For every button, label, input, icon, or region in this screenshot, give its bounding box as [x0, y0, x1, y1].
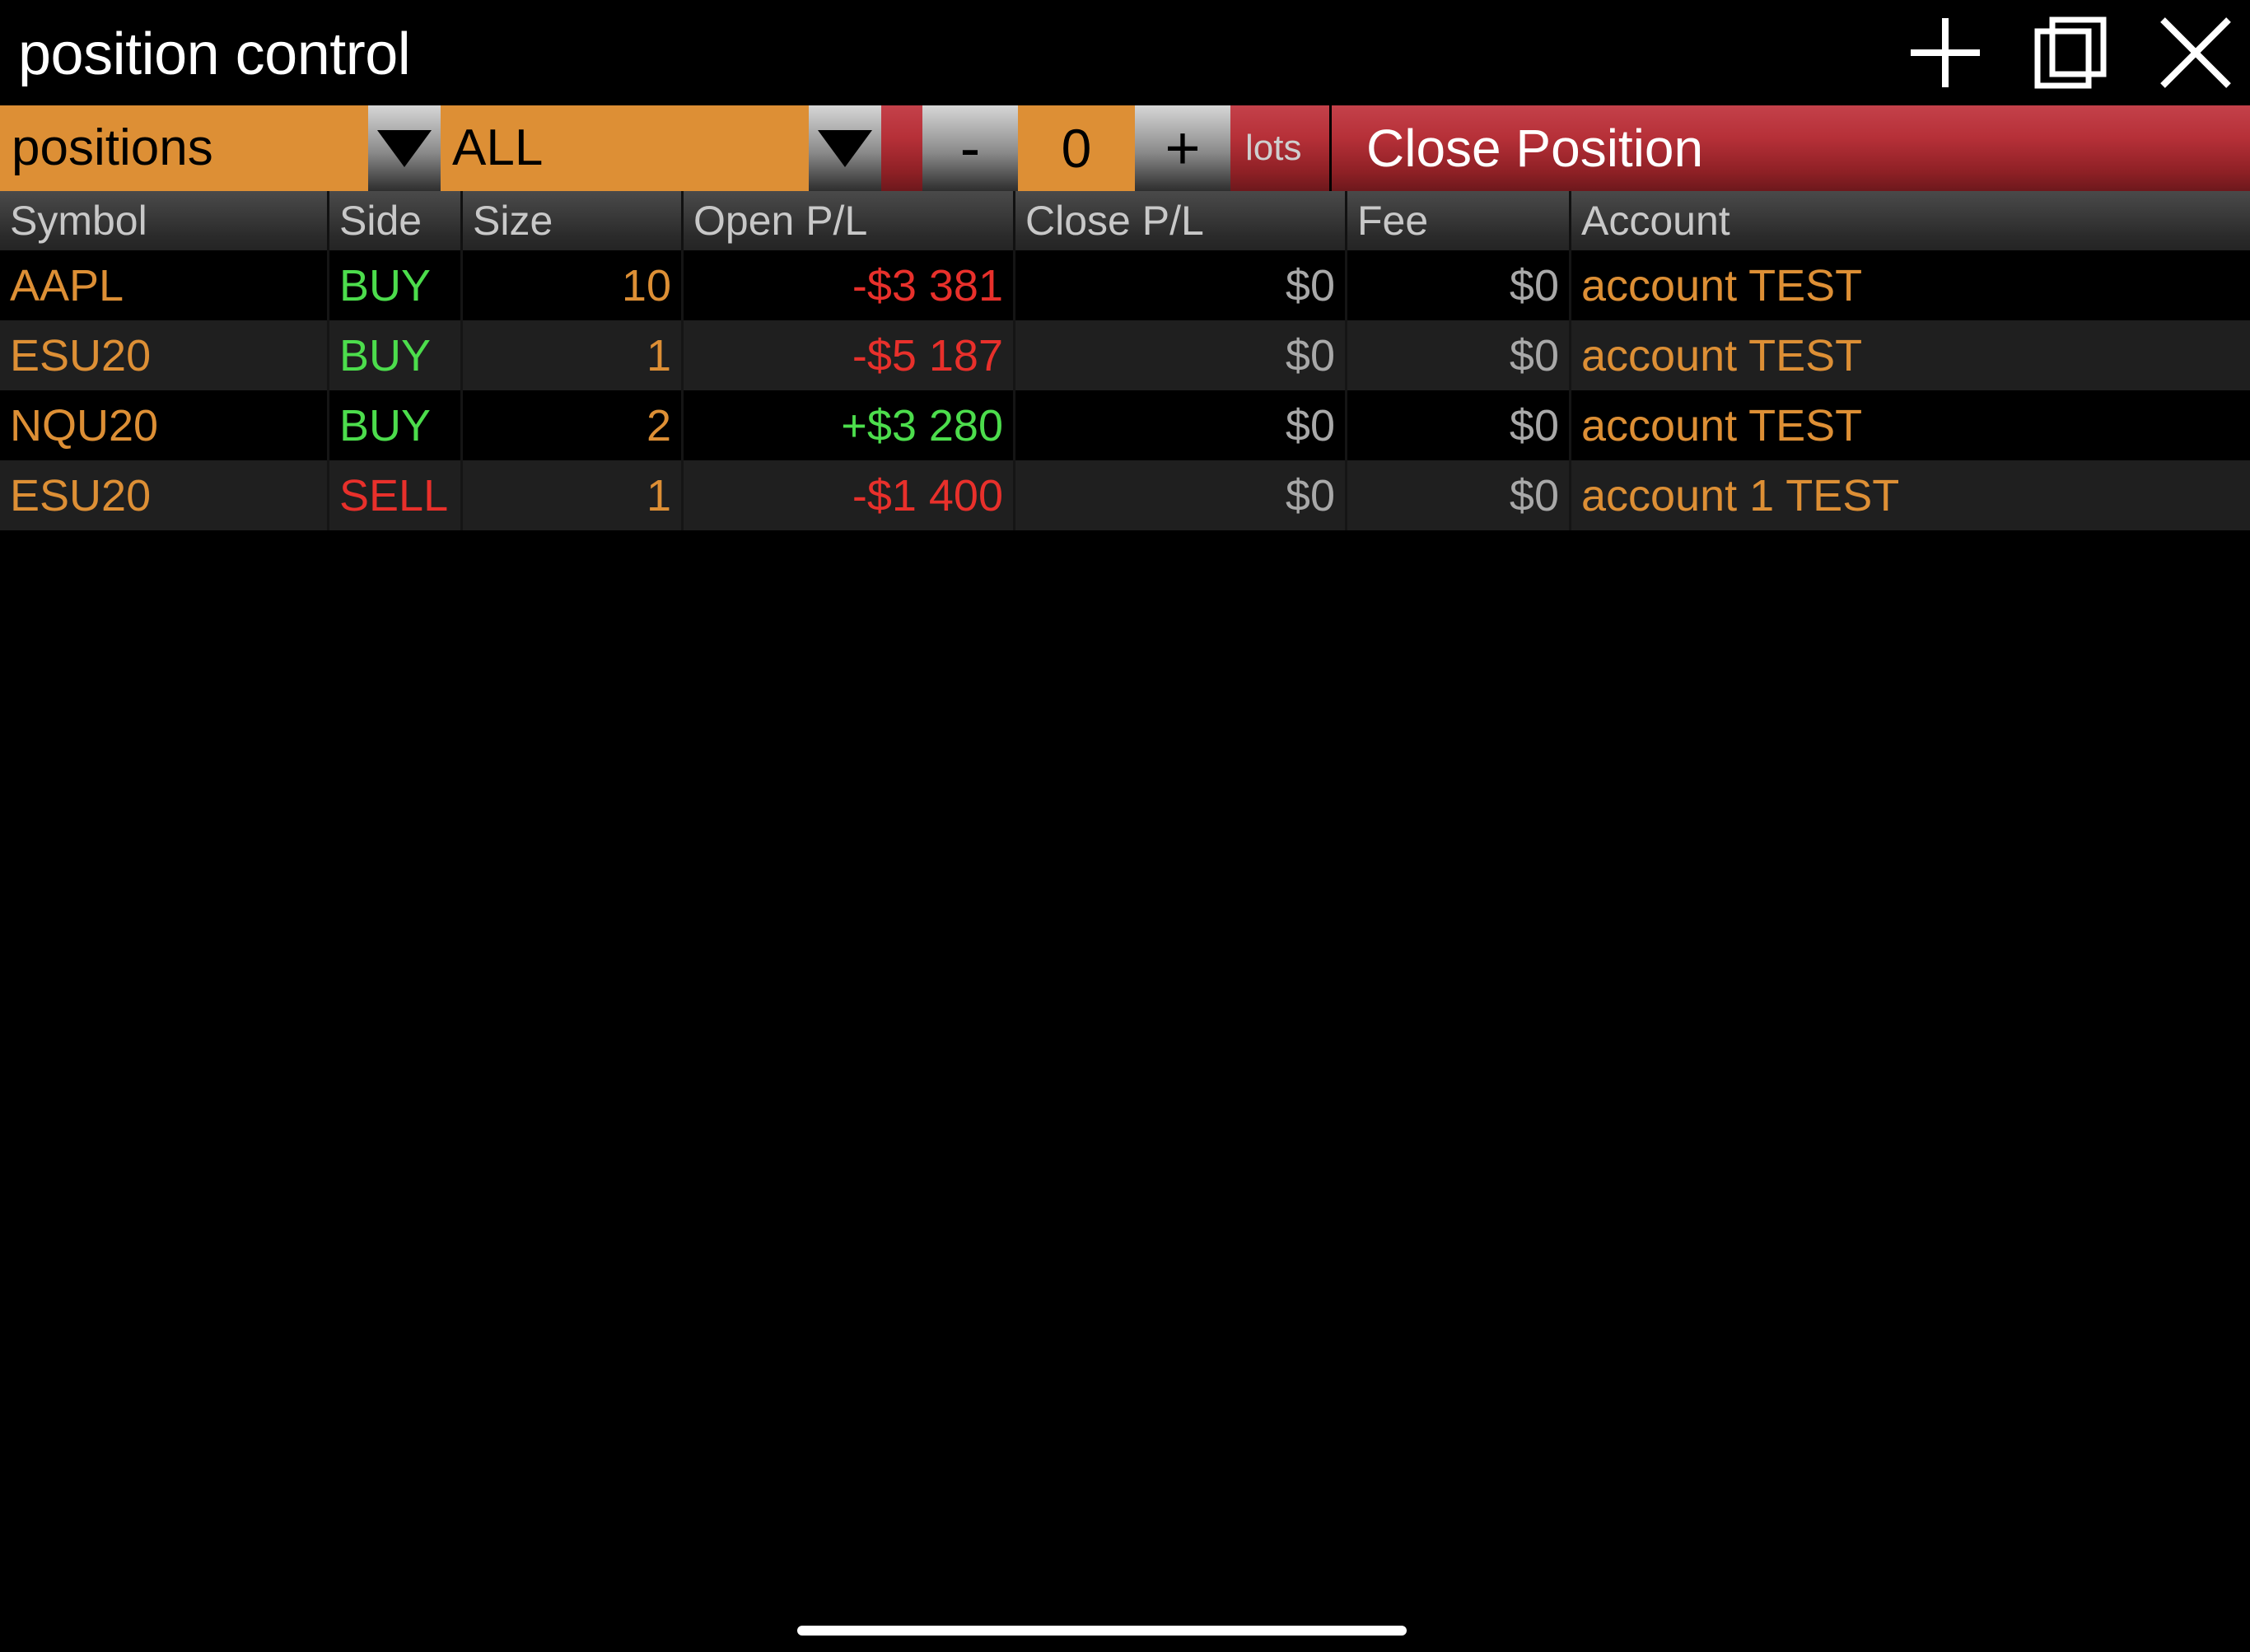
column-header-account[interactable]: Account — [1581, 198, 1730, 244]
cell-size: 1 — [463, 460, 684, 530]
quantity-value: 0 — [1061, 118, 1092, 179]
cell-fee: $0 — [1347, 390, 1571, 460]
cell-fee: $0 — [1347, 460, 1571, 530]
view-select[interactable]: positions — [0, 105, 368, 191]
filter-select[interactable]: ALL — [441, 105, 809, 191]
close-position-button[interactable]: Close Position — [1329, 105, 2000, 191]
quantity-input[interactable]: 0 — [1018, 105, 1135, 191]
toolbar-divider — [881, 105, 922, 191]
cell-fee: $0 — [1347, 320, 1571, 390]
close-icon[interactable] — [2156, 13, 2235, 92]
home-indicator[interactable] — [797, 1626, 1407, 1636]
toolbar-filler — [2000, 105, 2250, 191]
filter-select-value: ALL — [452, 119, 544, 176]
close-position-label: Close Position — [1366, 119, 1704, 178]
cell-size: 2 — [463, 390, 684, 460]
page-title: position control — [18, 21, 411, 87]
cell-size: 1 — [463, 320, 684, 390]
cell-account: account 1 TEST — [1581, 470, 1900, 520]
quantity-units-label: lots — [1230, 105, 1329, 191]
cell-size: 10 — [463, 250, 684, 320]
cell-account: account TEST — [1581, 330, 1863, 380]
cell-account: account TEST — [1581, 260, 1863, 310]
chevron-down-icon — [818, 129, 872, 167]
add-icon[interactable] — [1906, 13, 1985, 92]
cell-symbol: NQU20 — [0, 390, 329, 460]
cell-fee: $0 — [1347, 250, 1571, 320]
cell-open-pl: -$5 187 — [684, 320, 1015, 390]
cell-symbol: ESU20 — [0, 320, 329, 390]
plus-icon: + — [1165, 114, 1201, 182]
column-header-open-pl[interactable]: Open P/L — [684, 191, 1015, 250]
table-row[interactable]: NQU20 BUY 2 +$3 280 $0 $0 account TEST — [0, 390, 2250, 460]
filter-select-dropdown-button[interactable] — [809, 105, 881, 191]
column-header-symbol[interactable]: Symbol — [0, 191, 329, 250]
cell-open-pl: -$1 400 — [684, 460, 1015, 530]
quantity-increment-button[interactable]: + — [1135, 105, 1230, 191]
chevron-down-icon — [377, 129, 432, 167]
cell-account: account TEST — [1581, 400, 1863, 450]
column-header-side[interactable]: Side — [329, 191, 463, 250]
cell-side: BUY — [329, 250, 463, 320]
cell-symbol: ESU20 — [0, 460, 329, 530]
cell-symbol: AAPL — [0, 250, 329, 320]
table-row[interactable]: ESU20 SELL 1 -$1 400 $0 $0 account 1 TES… — [0, 460, 2250, 530]
cell-side: BUY — [329, 390, 463, 460]
cell-open-pl: -$3 381 — [684, 250, 1015, 320]
cell-side: SELL — [329, 460, 463, 530]
table-row[interactable]: AAPL BUY 10 -$3 381 $0 $0 account TEST — [0, 250, 2250, 320]
view-select-dropdown-button[interactable] — [368, 105, 441, 191]
window-controls — [1906, 0, 2235, 105]
title-bar: position control — [0, 0, 2250, 105]
view-select-value: positions — [12, 119, 213, 176]
cell-close-pl: $0 — [1015, 320, 1347, 390]
toolbar: positions ALL - 0 + lots Close Position — [0, 105, 2250, 191]
cell-close-pl: $0 — [1015, 250, 1347, 320]
cell-close-pl: $0 — [1015, 460, 1347, 530]
quantity-decrement-button[interactable]: - — [922, 105, 1018, 191]
cell-open-pl: +$3 280 — [684, 390, 1015, 460]
column-header-size[interactable]: Size — [463, 191, 684, 250]
table-header-row: Symbol Side Size Open P/L Close P/L Fee … — [0, 191, 2250, 250]
units-text: lots — [1245, 128, 1302, 168]
positions-table: Symbol Side Size Open P/L Close P/L Fee … — [0, 191, 2250, 530]
cell-side: BUY — [329, 320, 463, 390]
table-row[interactable]: ESU20 BUY 1 -$5 187 $0 $0 account TEST — [0, 320, 2250, 390]
column-header-fee[interactable]: Fee — [1347, 191, 1571, 250]
minus-icon: - — [959, 114, 981, 182]
restore-windows-icon[interactable] — [2031, 13, 2110, 92]
column-header-close-pl[interactable]: Close P/L — [1015, 191, 1347, 250]
cell-close-pl: $0 — [1015, 390, 1347, 460]
